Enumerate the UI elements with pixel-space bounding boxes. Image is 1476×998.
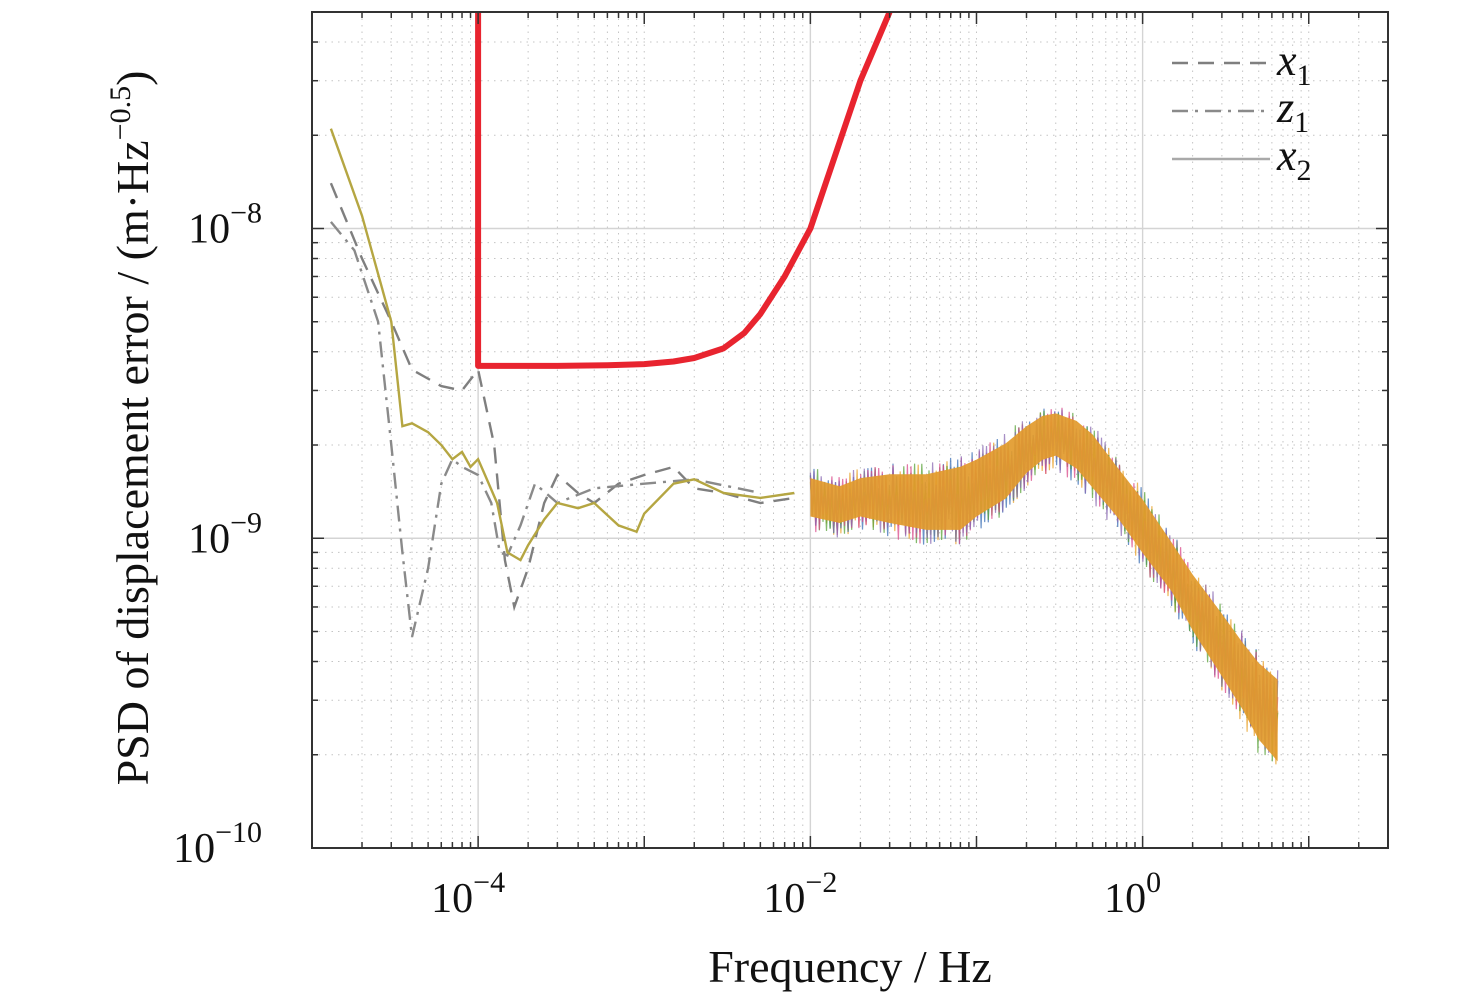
y-tick-label: 10−9 [188, 506, 262, 562]
legend: x1 z1 x2 [1172, 36, 1312, 187]
y-axis-label-exponent: −0.5 [104, 86, 137, 140]
y-tick-label-base: 10 [188, 207, 230, 253]
grid [311, 11, 1389, 849]
y-tick-label: 10−8 [188, 197, 262, 253]
y-tick-label-exp: −9 [230, 506, 262, 539]
legend-label-x1: x1 [1276, 36, 1312, 92]
legend-item-x2: x2 [1172, 131, 1312, 187]
tick-marks [311, 11, 1389, 849]
noise-trace-1 [809, 412, 1279, 765]
y-axis-label: PSD of displacement error / (m·Hz−0.5) [104, 71, 158, 786]
legend-item-x1: x1 [1172, 36, 1312, 92]
x-tick-label: 10−2 [763, 866, 837, 922]
y-tick-label: 10−10 [173, 816, 262, 872]
y-tick-label-base: 10 [188, 516, 230, 562]
y-tick-label-base: 10 [173, 826, 215, 872]
noise-trace-3 [809, 410, 1279, 762]
requirement-curve-layer [475, 10, 893, 369]
legend-item-z1: z1 [1172, 83, 1309, 139]
x-tick-label-exp: −4 [473, 866, 505, 899]
series-line-x1 [329, 182, 795, 612]
x-tick-label: 100 [1104, 866, 1161, 922]
band-layer [809, 407, 1279, 765]
y-axis-label-close: ) [107, 71, 158, 86]
x-tick-label: 10−4 [431, 866, 505, 922]
legend-label-x1-base: x [1276, 36, 1297, 85]
requirement-curve [475, 10, 893, 369]
legend-label-x1-sub: 1 [1297, 59, 1312, 92]
legend-label-x2: x2 [1276, 131, 1312, 187]
y-tick-label-exp: −10 [215, 816, 262, 849]
x-axis-label: Frequency / Hz [708, 941, 992, 992]
x-tick-label-base: 10 [431, 876, 473, 922]
plot-frame [311, 11, 1389, 849]
noise-band [810, 413, 1278, 762]
legend-label-z1-base: z [1276, 83, 1294, 132]
legend-label-z1-sub: 1 [1294, 106, 1309, 139]
y-tick-label-exp: −8 [230, 197, 262, 230]
x-tick-label-exp: −2 [805, 866, 837, 899]
x-tick-label-exp: 0 [1146, 866, 1161, 899]
legend-label-x2-sub: 2 [1297, 154, 1312, 187]
legend-label-z1: z1 [1276, 83, 1309, 139]
noise-trace-5 [809, 409, 1279, 753]
legend-label-x2-base: x [1276, 131, 1297, 180]
x-tick-label-base: 10 [763, 876, 805, 922]
series-layer [329, 128, 795, 638]
x-tick-label-base: 10 [1104, 876, 1146, 922]
series-line-x2 [329, 128, 795, 562]
y-axis-label-main: PSD of displacement error / (m·Hz [107, 140, 158, 785]
series-line-z1 [329, 221, 761, 638]
